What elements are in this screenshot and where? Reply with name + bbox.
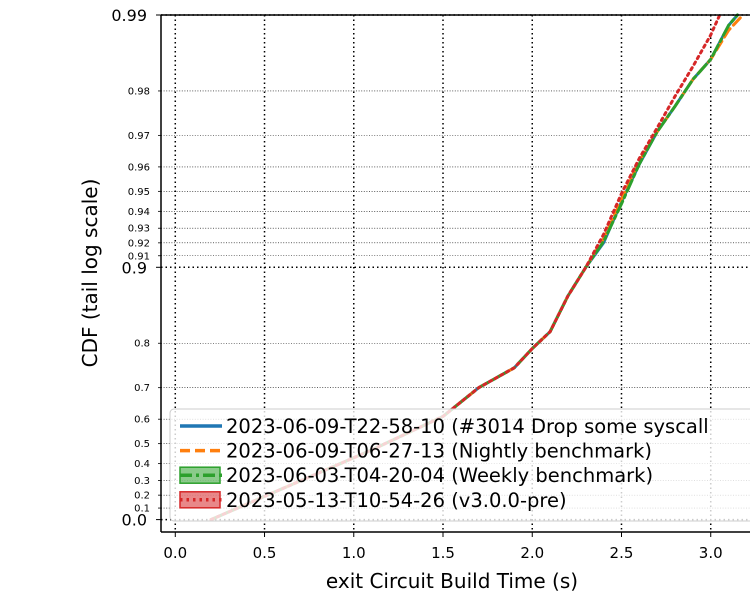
legend-box <box>169 408 750 522</box>
legend-label-2: 2023-06-09-T06-27-13 (Nightly benchmark) <box>226 440 652 463</box>
y-major-tick-label: 0.9 <box>122 258 147 277</box>
y-minor-tick-label: 0.93 <box>128 224 150 235</box>
x-tick-label: 0.0 <box>163 544 187 562</box>
series-layer <box>209 13 745 522</box>
ticks: 0.0 0.5 1.0 1.5 2.0 2.5 3.0 0.1 0.2 0.3 0.4 0.5 0.6 0… <box>111 6 722 562</box>
y-minor-tick-label: 0.3 <box>134 476 150 487</box>
y-minor-tick-label: 0.4 <box>134 459 150 470</box>
series-line-4 <box>209 13 722 522</box>
y-minor-tick-label: 0.92 <box>128 238 150 249</box>
x-tick-label: 3.0 <box>699 544 723 562</box>
y-minor-tick-label: 0.6 <box>134 415 150 426</box>
y-minor-tick-label: 0.7 <box>134 383 150 394</box>
y-minor-tick-label: 0.1 <box>134 504 150 515</box>
legend-label-1: 2023-06-09-T22-58-10 (#3014 Drop some sy… <box>226 415 709 438</box>
y-minor-tick-label: 0.94 <box>128 207 150 218</box>
legend: 2023-06-09-T22-58-10 (#3014 Drop some sy… <box>169 408 750 522</box>
y-minor-tick-label: 0.8 <box>134 339 150 350</box>
y-minor-tick-label: 0.2 <box>134 491 150 502</box>
y-minor-tick-label: 0.98 <box>128 86 150 97</box>
legend-label-3: 2023-06-03-T04-20-04 (Weekly benchmark) <box>226 464 653 487</box>
x-tick-label: 0.5 <box>253 544 277 562</box>
y-minor-tick-label: 0.5 <box>134 439 150 450</box>
y-axis-label: CDF (tail log scale) <box>78 179 102 368</box>
x-tick-label: 1.5 <box>431 544 455 562</box>
x-tick-label: 1.0 <box>342 544 366 562</box>
y-minor-tick-label: 0.96 <box>128 162 150 173</box>
x-axis-label: exit Circuit Build Time (s) <box>326 569 578 593</box>
y-minor-tick-label: 0.91 <box>128 251 150 262</box>
y-major-tick-label: 0.99 <box>111 6 147 25</box>
y-major-tick-label: 0.0 <box>122 511 147 530</box>
x-tick-label: 2.0 <box>520 544 544 562</box>
y-minor-tick-label: 0.95 <box>128 187 150 198</box>
y-minor-tick-label: 0.97 <box>128 131 150 142</box>
x-tick-label: 2.5 <box>610 544 634 562</box>
axes <box>160 14 750 533</box>
legend-label-4: 2023-05-13-T10-54-26 (v3.0.0-pre) <box>226 489 567 512</box>
